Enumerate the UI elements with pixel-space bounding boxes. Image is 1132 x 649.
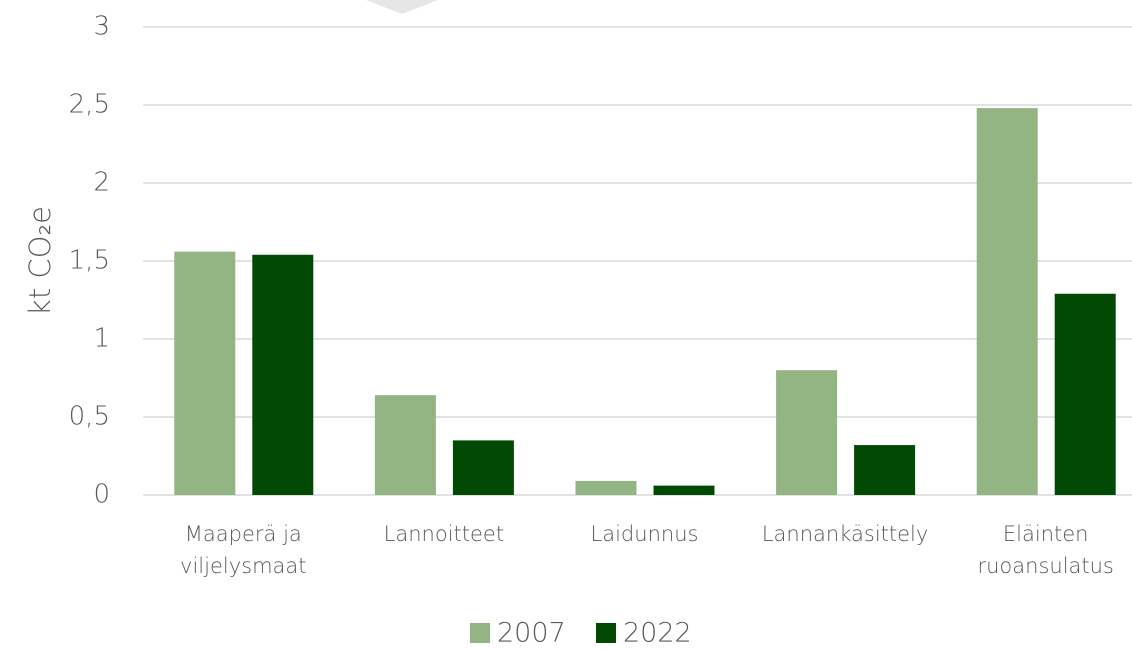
bar [374,395,436,495]
y-tick-label: 0,5 [69,402,110,432]
legend-label: 2007 [497,618,566,649]
y-tick-label: 2,5 [69,90,110,120]
y-axis-label: kt CO₂e [23,206,57,316]
bar [653,485,715,495]
legend-swatch [596,623,616,643]
bar [1054,293,1116,495]
x-tick-label: Eläinten ruoansulatus [977,522,1114,578]
bar [776,370,838,495]
legend-label: 2022 [623,618,692,649]
x-tick-label: Laidunnus [590,522,699,546]
x-tick-label: Maaperä ja viljelysmaat [180,522,307,578]
y-tick-label: 2 [93,168,110,198]
y-tick-label: 0 [93,480,110,510]
decoration [366,0,438,14]
bar [174,251,236,495]
x-tick-label: Lannankäsittely [761,522,929,546]
y-tick-label: 3 [93,12,110,42]
bar [452,440,514,495]
bar [575,480,637,495]
y-tick-label: 1 [93,324,110,354]
y-tick-label: 1,5 [69,246,110,276]
x-tick-label: Lannoitteet [383,522,505,546]
bar [976,108,1038,496]
bar [854,445,916,495]
legend-swatch [470,623,490,643]
bar [252,254,314,495]
